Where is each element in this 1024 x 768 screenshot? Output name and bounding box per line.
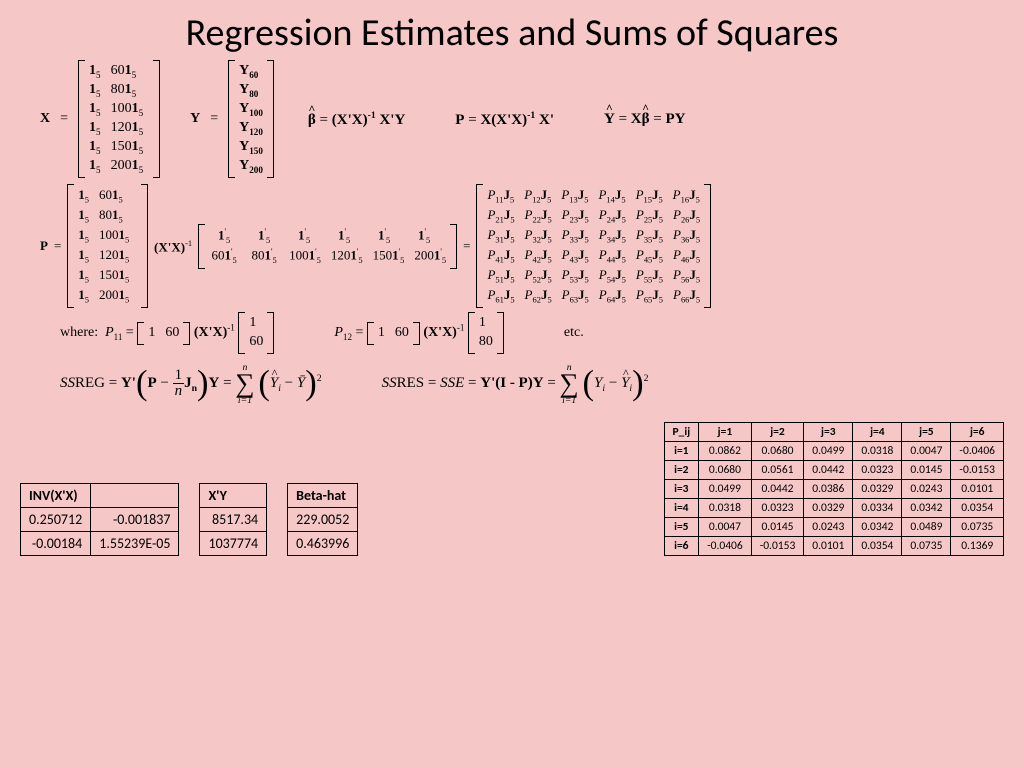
where-row: where: P11 = 160 (X'X)-1 160 P12 = 160 (… (0, 308, 1024, 358)
math-row-1: X = 156015158015151001515120151515015152… (0, 60, 1024, 178)
beta-table: Beta-hat 229.00520.463996 (287, 483, 358, 556)
eq-yhat: Y = Xβ = PY (604, 111, 686, 128)
eq-p: P = X(X'X)-1 X' (455, 110, 554, 129)
eq-beta: β = (X'X)-1 X'Y (308, 110, 405, 129)
pij-table: P_ijj=1j=2j=3j=4j=5j=6 i=10.08620.06800.… (664, 422, 1004, 556)
ss-row: SSREG = Y'(P − 1nJn)Y = n∑i=1 (Yi − Ȳ)2 … (0, 358, 1024, 410)
x-matrix: 1560151580151510015151201515150151520015 (78, 60, 160, 178)
xy-table: X'Y 8517.341037774 (199, 483, 267, 556)
y-matrix: Y60Y80Y100Y120Y150Y200 (228, 60, 274, 178)
tables-row: INV(X'X) 0.250712-0.001837-0.001841.5523… (0, 410, 1024, 556)
inv-table: INV(X'X) 0.250712-0.001837-0.001841.5523… (20, 483, 179, 556)
page-title: Regression Estimates and Sums of Squares (0, 0, 1024, 60)
math-row-p: P = 156015158015151001515120151515015152… (0, 178, 1024, 308)
